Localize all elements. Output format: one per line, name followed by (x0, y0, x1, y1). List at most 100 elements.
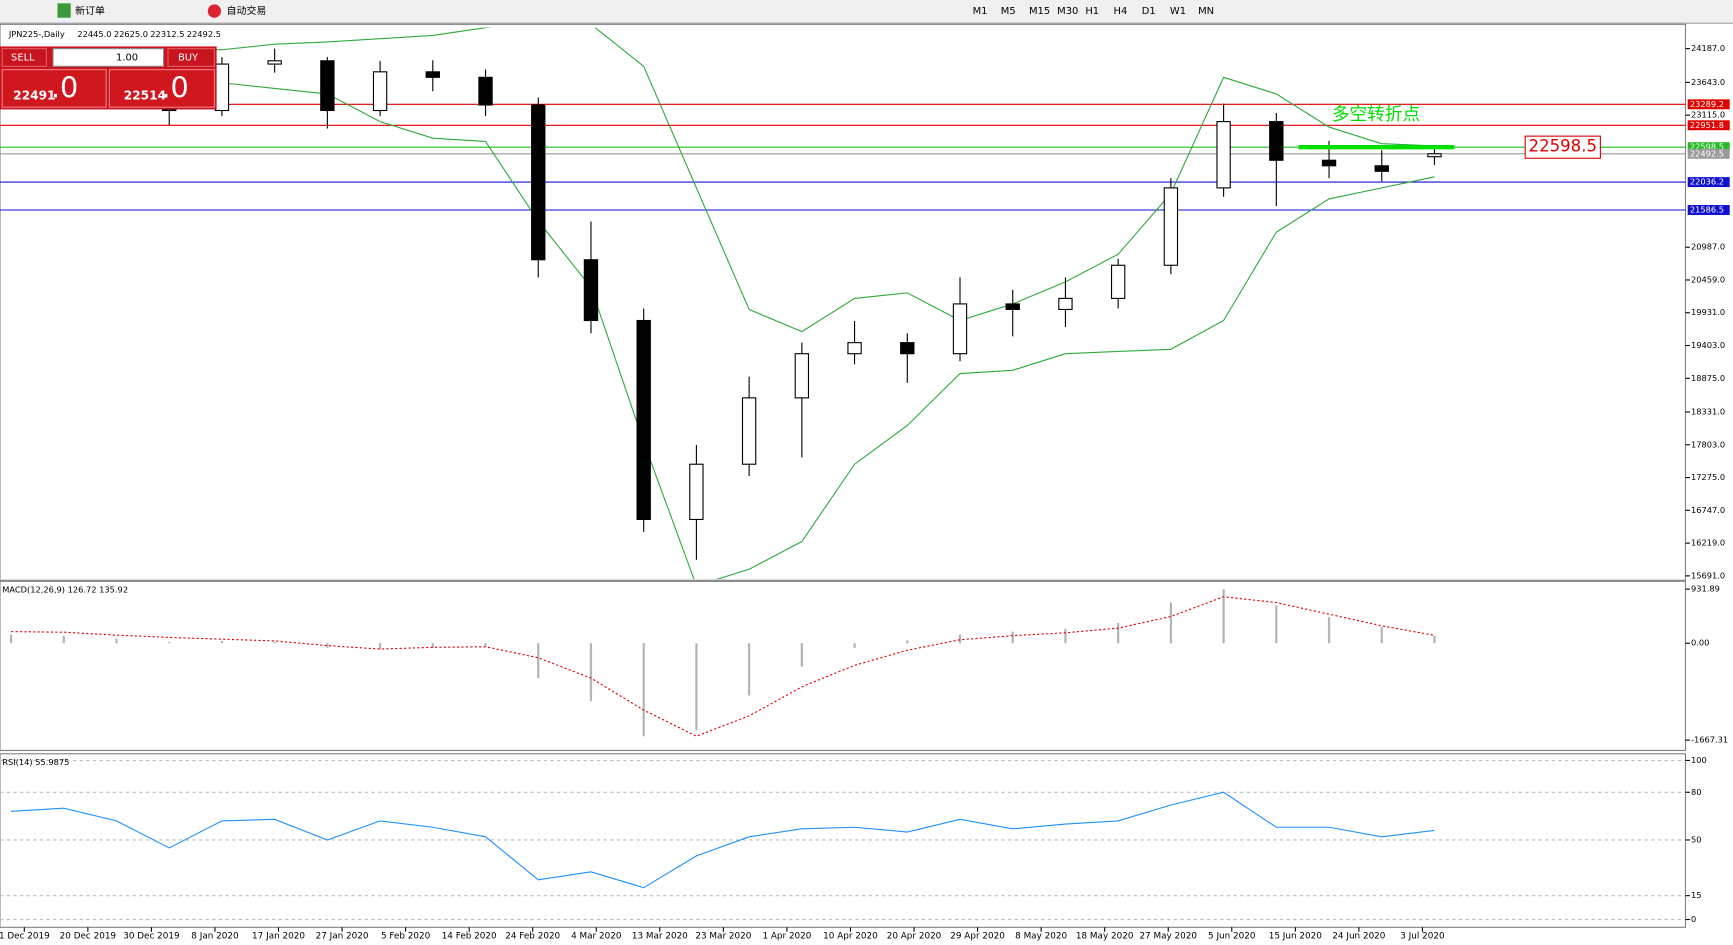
y-tick-label: 20459.0 (1691, 274, 1725, 284)
y-tick-label: 931.89 (1691, 584, 1720, 594)
header-ohlc: 22625.0 (114, 29, 148, 39)
x-tick-label: 23 Mar 2020 (695, 932, 751, 942)
candle-body (952, 303, 968, 355)
x-tick-label: 14 Feb 2020 (442, 932, 497, 942)
y-tick-label: 15691.0 (1691, 570, 1725, 580)
y-tick-label: 0 (1691, 914, 1696, 924)
candle-body (1374, 165, 1389, 172)
trade-panel: SELL 1.00 BUY 22491 .0 22514 .0 (0, 46, 217, 110)
buy-price[interactable]: 22514 (124, 89, 166, 103)
x-tick-label: 20 Dec 2019 (60, 932, 116, 942)
lot-input[interactable] (52, 48, 165, 67)
chart-title: JPN225-,Daily (8, 29, 65, 39)
x-tick-label: 5 Jun 2020 (1208, 932, 1256, 942)
header-ohlc: 22312.5 (150, 29, 184, 39)
candle-body (847, 342, 862, 355)
timeframe-button[interactable]: W1 (1170, 6, 1186, 17)
x-tick-label: 24 Feb 2020 (505, 932, 560, 942)
auto-trading-button[interactable]: 自动交易 (227, 4, 267, 17)
timeframe-button[interactable]: M5 (1001, 6, 1016, 17)
y-tick-label: 20987.0 (1691, 242, 1725, 252)
y-tick-label: 16747.0 (1691, 505, 1725, 515)
x-tick-label: 8 Jan 2020 (191, 932, 239, 942)
level-tag (1687, 205, 1730, 215)
y-tick-label: 19931.0 (1691, 307, 1725, 317)
sell-label[interactable]: SELL (11, 52, 35, 63)
chart-layer: 24187.0 23643.0 23115.0 20987.0 20459.0 19931… (0, 27, 1730, 942)
level-tag (1687, 99, 1730, 110)
candle-body (1216, 121, 1231, 189)
buy-price-big[interactable]: .0 (161, 71, 188, 105)
x-tick-label: 1 Dec 2019 (0, 932, 50, 942)
timeframe-button[interactable]: D1 (1142, 6, 1156, 17)
candle-body (689, 463, 704, 521)
x-tick-label: 8 May 2020 (1015, 932, 1067, 942)
candle-body (1058, 297, 1073, 311)
lot-value[interactable]: 1.00 (116, 52, 138, 63)
sell-price-big[interactable]: .0 (51, 71, 78, 105)
sell-button[interactable] (1, 48, 47, 67)
header-ohlc: 22492.5 (187, 29, 221, 39)
level-tag (1687, 177, 1730, 188)
y-tick-label: 100 (1691, 755, 1707, 765)
rsi-panel (0, 753, 1687, 928)
candle-body (372, 71, 388, 112)
level-tag (1687, 148, 1730, 159)
candle-body (320, 60, 335, 112)
buy-label[interactable]: BUY (178, 52, 199, 63)
annotation-text: 多空转折点 (1332, 104, 1420, 125)
y-tick-label: 15 (1691, 890, 1702, 900)
timeframe-button[interactable]: H4 (1114, 6, 1128, 17)
main-panel (0, 23, 1687, 581)
timeframe-button[interactable]: M1 (973, 6, 988, 17)
timeframe-button[interactable]: M15 (1029, 6, 1050, 17)
x-tick-label: 3 Jul 2020 (1400, 932, 1445, 942)
sell-price[interactable]: 22491 (13, 89, 55, 103)
bollinger-lower (11, 82, 1435, 580)
level-tag-label: 22598.5 (1690, 142, 1724, 152)
buy-button[interactable] (167, 48, 215, 67)
x-tick-label: 27 May 2020 (1139, 932, 1197, 942)
annotation-box-label: 22598.5 (1529, 137, 1598, 156)
auto-trading-icon[interactable] (207, 4, 222, 18)
candle-body (794, 353, 810, 399)
candle-body (478, 76, 493, 106)
y-tick-label: 18875.0 (1691, 373, 1725, 383)
y-tick-label: 18331.0 (1691, 407, 1725, 417)
macd-signal-line (11, 596, 1435, 737)
timeframes: M1 M5 M15 M30 H1 H4 D1 W1 MN (973, 6, 1214, 17)
panel-title: RSI(14) 55.9875 (2, 757, 69, 767)
new-order-icon[interactable] (57, 3, 71, 18)
timeframe-button[interactable]: H1 (1085, 6, 1099, 17)
new-order-button[interactable]: 新订单 (75, 4, 105, 17)
candle-body (1269, 121, 1284, 161)
level-tag-label: 22492.5 (1690, 148, 1724, 158)
sell-price-box[interactable] (1, 69, 107, 108)
y-tick-label: 50 (1691, 834, 1702, 844)
y-tick-label: 16219.0 (1691, 538, 1725, 548)
level-tag-label: 23289.2 (1690, 99, 1724, 109)
buy-price-box[interactable] (108, 69, 215, 108)
candle-body (636, 319, 651, 521)
candle-body (267, 60, 282, 65)
x-tick-label: 5 Feb 2020 (381, 932, 431, 942)
macd-panel (0, 580, 1687, 752)
candle-body (1163, 187, 1179, 266)
x-tick-label: 13 Mar 2020 (632, 932, 688, 942)
y-tick-label: -1667.31 (1691, 735, 1728, 745)
bollinger-upper (11, 27, 1435, 333)
toolbar (0, 0, 1733, 24)
price-chart (0, 27, 1686, 580)
timeframe-button[interactable]: M30 (1057, 6, 1078, 17)
timeframe-button[interactable]: MN (1198, 6, 1214, 17)
rsi-line (11, 791, 1435, 889)
x-tick-label: 18 May 2020 (1076, 932, 1134, 942)
y-tick-label: 24187.0 (1691, 43, 1725, 53)
annotation-box (1524, 135, 1601, 159)
candle-body (1427, 153, 1442, 158)
candle-body (1005, 303, 1020, 311)
level-tag (1687, 120, 1730, 131)
candle-body (425, 71, 440, 78)
